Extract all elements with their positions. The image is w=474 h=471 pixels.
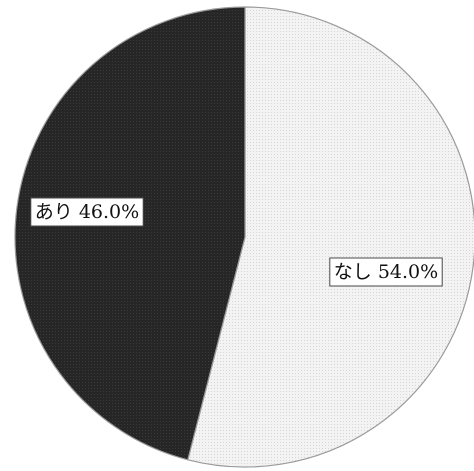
label-box — [30, 197, 144, 227]
label-box — [329, 257, 443, 287]
label-text: なし 54.0% — [334, 261, 438, 283]
pie-labels: なし 54.0% あり 46.0% — [30, 197, 443, 287]
pie-label-nashi: なし 54.0% — [329, 257, 443, 287]
pie-label-ari: あり 46.0% — [30, 197, 144, 227]
pie-slices — [14, 6, 474, 468]
pie-slice-ari — [14, 6, 246, 461]
pie-slice-nashi — [187, 6, 474, 468]
label-text: あり 46.0% — [35, 201, 139, 223]
